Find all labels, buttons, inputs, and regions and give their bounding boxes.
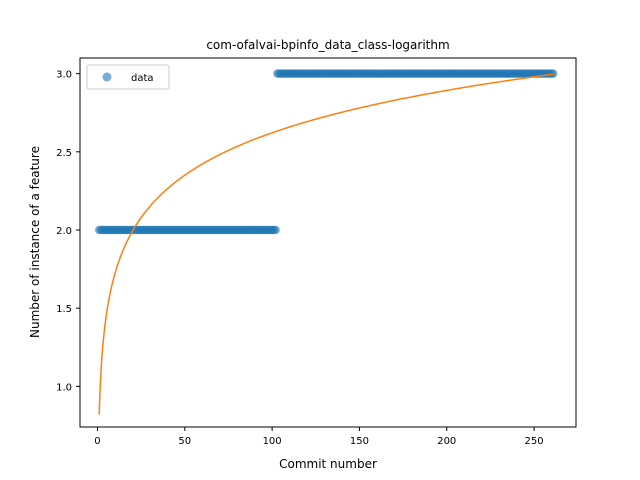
y-tick-label: 2.0: [56, 226, 72, 237]
x-tick-label: 200: [437, 436, 456, 447]
data-point: [271, 225, 280, 235]
y-tick-label: 1.0: [56, 382, 72, 393]
fit-curve: [98, 73, 554, 415]
x-tick-label: 100: [263, 436, 282, 447]
y-tick-label: 2.5: [56, 148, 72, 159]
fit-curve-group: [98, 73, 554, 415]
data-point: [549, 69, 558, 78]
plot-frame: [79, 57, 577, 428]
y-axis-label: Number of instance of a feature: [28, 146, 42, 338]
legend-marker-data: [102, 72, 112, 82]
x-axis-label: Commit number: [279, 457, 377, 471]
y-axis-ticks: 1.0 1.5 2.0 2.5 3.0: [56, 70, 80, 393]
legend-label-data: data: [131, 73, 154, 84]
x-tick-label: 250: [525, 436, 544, 447]
data-markers: [95, 69, 558, 235]
legend-box: [86, 64, 170, 90]
chart-title: com-ofalvai-bpinfo_data_class-logarithm: [206, 38, 449, 52]
x-tick-label: 150: [350, 436, 369, 447]
x-axis-ticks: 0 50 100 150 200 250: [94, 427, 544, 447]
y-tick-label: 3.0: [56, 70, 72, 81]
y-tick-label: 1.5: [56, 304, 72, 315]
legend: data: [86, 64, 170, 90]
x-tick-label: 50: [178, 436, 191, 447]
x-tick-label: 0: [94, 436, 100, 447]
